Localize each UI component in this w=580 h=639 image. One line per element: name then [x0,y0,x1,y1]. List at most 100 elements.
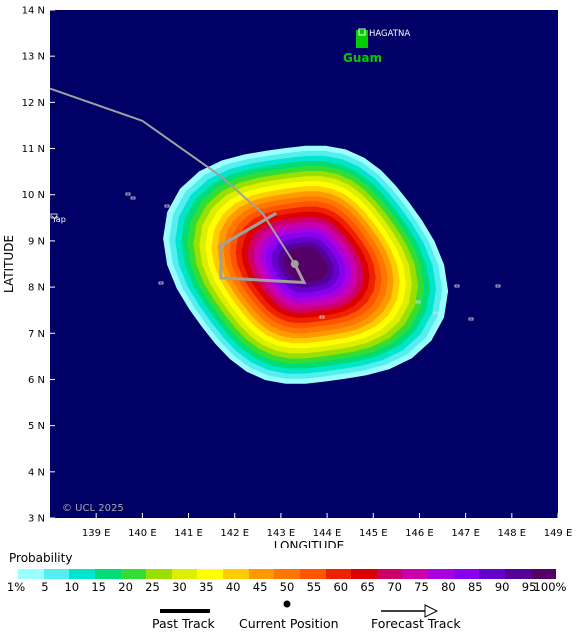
legend-swatch [274,569,300,579]
legend-scale-labels: 1% 5 10 15 20 25 30 35 40 45 50 55 60 65 70 75 80 85 90 95 1… [0,580,580,594]
legend-level-label: 1% [6,580,26,594]
legend-level-label: 20 [118,580,133,594]
y-tick-label: 10 N [22,190,45,201]
probability-map: 139 E 140 E 141 E 142 E 143 E 144 E 145 E 146 E… [2,6,572,549]
legend-swatch [18,569,44,579]
yap-island [50,213,58,219]
y-tick-label: 6 N [28,375,45,386]
legend-level-label: 55 [306,580,322,594]
hagatna-marker [358,28,366,36]
guam-island [356,30,368,48]
small-island [130,196,136,200]
legend-level-label: 100% [533,580,567,594]
legend-level-label: 75 [414,580,429,594]
legend-swatch [530,569,557,579]
x-tick-label: 141 E [174,528,203,539]
x-tick-label: 140 E [128,528,157,539]
past-track-label: Past Track [152,616,215,631]
y-axis-ticks: 14 N 13 N 12 N 11 N 10 N 9 N 8 N 7 N 6 N 5 N 4 N 3 … [22,6,55,525]
small-island [468,317,474,321]
swath-band [283,247,328,283]
y-tick-label: 7 N [28,329,45,340]
legend-swatch [197,569,223,579]
x-tick-label: 148 E [498,528,527,539]
y-tick-label: 3 N [28,514,45,525]
x-tick-label: 149 E [544,528,573,539]
forecast-track-label: Forecast Track [371,616,461,631]
copyright-text: © UCL 2025 [62,503,124,514]
y-tick-label: 12 N [22,98,45,109]
past-track-line [49,87,296,265]
legend-level-label: 25 [145,580,160,594]
current-position-symbol [283,600,291,608]
legend-level-label: 10 [64,580,80,594]
legend-level-label: 80 [441,580,456,594]
small-island [495,284,501,288]
current-position-dot [290,260,299,268]
legend-title: Probability [9,551,73,565]
legend-level-label: 15 [91,580,107,594]
forecast-track-line [219,211,307,285]
legend-level-label: 45 [252,580,268,594]
legend-swatch [453,569,480,579]
legend-level-label: 90 [494,580,510,594]
yap-label: Yap [51,215,66,224]
legend-symbols [160,600,439,618]
legend-swatch [376,569,403,579]
legend-swatch [504,569,531,579]
legend-swatch [428,569,454,579]
legend-swatch [171,569,198,579]
legend-level-label: 5 [41,580,49,594]
legend-level-label: 95 [521,580,537,594]
legend-swatch [120,569,147,579]
small-island [433,311,439,315]
x-tick-label: 144 E [313,528,342,539]
legend-swatch [223,569,249,579]
legend-swatch [43,569,70,579]
x-tick-label: 143 E [267,528,296,539]
legend-level-label: 60 [333,580,349,594]
legend-swatch [146,569,172,579]
y-tick-label: 13 N [22,52,45,63]
legend-swatch [351,569,377,579]
legend-swatch [325,569,352,579]
legend-level-label: 65 [360,580,376,594]
small-island [164,204,170,208]
small-island [125,192,131,196]
current-position-label: Current Position [239,616,339,631]
small-island [454,284,460,288]
x-axis-ticks: 139 E 140 E 141 E 142 E 143 E 144 E 145 E 146 E… [82,513,572,539]
x-tick-label: 142 E [220,528,249,539]
legend-level-label: 70 [387,580,402,594]
y-tick-label: 8 N [28,283,45,294]
x-tick-label: 145 E [359,528,388,539]
y-tick-label: 11 N [22,144,45,155]
x-tick-label: 147 E [451,528,480,539]
legend-swatch [402,569,428,579]
legend-swatch [69,569,95,579]
small-island [415,300,421,304]
legend-swatch [479,569,505,579]
legend-swatch [94,569,121,579]
legend-level-label: 85 [467,580,483,594]
storm-track [49,87,307,285]
hagatna-label: HAGATNA [369,29,410,39]
legend-swatch [248,569,275,579]
x-tick-label: 146 E [405,528,434,539]
small-island [158,281,164,285]
probability-swath [163,145,449,384]
legend-level-label: 35 [198,580,214,594]
small-island [319,315,325,319]
y-tick-label: 14 N [22,6,45,17]
y-tick-label: 9 N [28,236,45,247]
legend-swatch [299,569,326,579]
islands [50,28,501,321]
y-axis-title: LATITUDE [2,235,16,293]
forecast-arrow-icon [424,604,439,618]
x-tick-label: 139 E [82,528,111,539]
guam-label: Guam [343,51,382,65]
legend-level-label: 40 [225,580,241,594]
y-tick-label: 4 N [28,467,45,478]
legend-color-scale [18,569,557,579]
legend-level-label: 30 [172,580,187,594]
